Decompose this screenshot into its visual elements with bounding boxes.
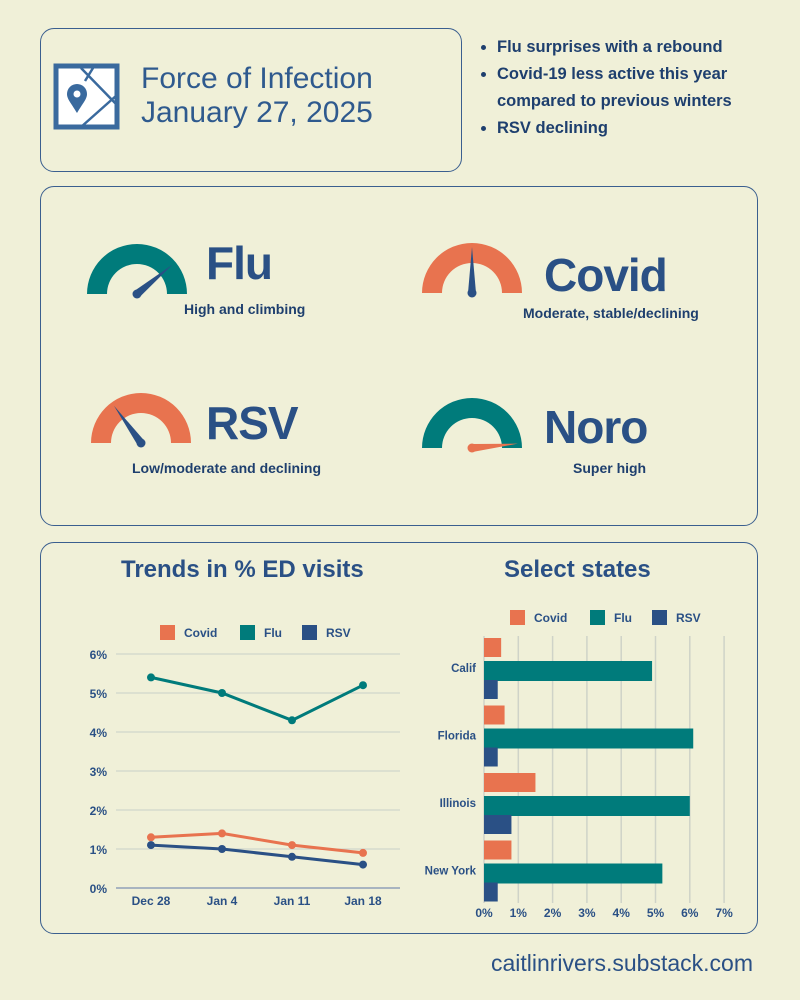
x-tick-label: Jan 11 bbox=[274, 894, 311, 908]
legend-swatch-covid bbox=[510, 610, 525, 625]
bar-flu bbox=[484, 796, 690, 816]
y-tick-label: 4% bbox=[90, 726, 108, 740]
category-label: Calif bbox=[451, 663, 476, 675]
legend-swatch-rsv bbox=[302, 625, 317, 640]
x-tick-label: Jan 4 bbox=[207, 894, 238, 908]
line-covid bbox=[150, 831, 364, 855]
x-tick-label: 3% bbox=[578, 906, 596, 920]
bar-rsv bbox=[484, 815, 512, 834]
bar-rsv bbox=[484, 747, 498, 767]
header-card bbox=[40, 28, 462, 172]
bar-flu bbox=[484, 661, 653, 681]
category-label: Illinois bbox=[440, 798, 476, 810]
legend-label-rsv: RSV bbox=[326, 626, 351, 640]
gauge-arc-rsv bbox=[91, 393, 191, 443]
line-rsv bbox=[150, 843, 364, 867]
point-rsv bbox=[288, 852, 296, 861]
line-chart-title: Trends in % ED visits bbox=[121, 556, 364, 583]
y-tick-label: 0% bbox=[90, 882, 108, 896]
bar-rsv bbox=[484, 680, 498, 699]
gauge-name-noro: Noro bbox=[544, 401, 648, 453]
y-tick-label: 2% bbox=[90, 804, 108, 818]
category-label: Florida bbox=[438, 731, 477, 743]
highlight-item: Flu surprises with a rebound bbox=[497, 34, 797, 61]
x-tick-label: 6% bbox=[681, 906, 699, 920]
x-tick-label: 0% bbox=[475, 906, 493, 920]
legend-label-rsv: RSV bbox=[676, 611, 701, 625]
x-tick-label: Dec 28 bbox=[132, 894, 171, 908]
point-covid bbox=[288, 841, 296, 850]
bar-rsv bbox=[484, 882, 498, 902]
x-tick-label: Jan 18 bbox=[344, 894, 382, 908]
highlight-item: RSV declining bbox=[497, 115, 797, 142]
x-tick-label: 7% bbox=[715, 906, 733, 920]
gauge-needle-covid bbox=[468, 247, 476, 293]
gauge-desc-flu: High and climbing bbox=[184, 301, 306, 317]
map-pin-icon bbox=[53, 63, 120, 130]
gauge-desc-noro: Super high bbox=[573, 460, 647, 476]
legend-label-flu: Flu bbox=[264, 626, 282, 640]
gauge-desc-covid: Moderate, stable/declining bbox=[523, 305, 699, 321]
gauges-svg bbox=[87, 243, 522, 453]
legend-swatch-flu bbox=[590, 610, 605, 625]
gauge-hub bbox=[467, 443, 477, 453]
gauge-name-flu: Flu bbox=[206, 237, 273, 289]
bar-flu bbox=[484, 863, 663, 884]
legend-swatch-covid bbox=[160, 625, 175, 640]
gauge-hub bbox=[467, 288, 477, 298]
y-tick-label: 3% bbox=[90, 765, 108, 779]
gauge-desc-rsv: Low/moderate and declining bbox=[132, 460, 322, 476]
gauge-needle-noro bbox=[471, 443, 518, 452]
y-tick-label: 5% bbox=[90, 687, 108, 701]
line-flu bbox=[150, 675, 364, 722]
legend-swatch-flu bbox=[240, 625, 255, 640]
x-tick-label: 2% bbox=[544, 906, 562, 920]
gauge-hub bbox=[132, 289, 142, 299]
gauge-name-rsv: RSV bbox=[206, 397, 299, 449]
legend-label-covid: Covid bbox=[184, 626, 217, 640]
gauge-arc-flu bbox=[87, 244, 187, 294]
legend-swatch-rsv bbox=[652, 610, 667, 625]
legend-label-flu: Flu bbox=[614, 611, 632, 625]
page-date: January 27, 2025 bbox=[141, 96, 373, 129]
category-label: New York bbox=[425, 866, 477, 878]
charts-card bbox=[40, 542, 758, 934]
point-covid bbox=[147, 833, 155, 842]
gauge-arc-noro bbox=[422, 398, 522, 448]
legend-label-covid: Covid bbox=[534, 611, 567, 625]
y-tick-label: 1% bbox=[90, 843, 108, 857]
gauge-arc-covid bbox=[422, 243, 522, 293]
footer-link[interactable]: caitlinrivers.substack.com bbox=[490, 950, 753, 976]
x-tick-label: 4% bbox=[613, 906, 631, 920]
point-flu bbox=[359, 681, 367, 690]
point-covid bbox=[359, 848, 367, 857]
page-title: Force of Infection bbox=[141, 62, 373, 95]
highlights-list: Flu surprises with a rebound Covid-19 le… bbox=[475, 34, 797, 142]
bar-covid bbox=[484, 638, 502, 657]
bar-flu bbox=[484, 728, 694, 749]
bar-covid bbox=[484, 840, 512, 860]
point-rsv bbox=[218, 845, 226, 853]
gauge-hub bbox=[136, 438, 146, 448]
bar-chart-title: Select states bbox=[504, 556, 651, 583]
point-flu bbox=[218, 689, 226, 697]
highlight-item: Covid-19 less active this year compared … bbox=[497, 61, 797, 115]
gauge-needle-flu bbox=[134, 264, 173, 298]
point-rsv bbox=[147, 841, 155, 850]
charts-svg: Covid Flu RSV 0% 1% 2% 3% 4% 5% 6% Dec 28 Jan 4 Jan … bbox=[90, 610, 733, 920]
gauges-card bbox=[40, 186, 758, 526]
point-covid bbox=[218, 829, 226, 838]
point-rsv bbox=[359, 860, 367, 869]
gauge-name-covid: Covid bbox=[544, 249, 668, 301]
point-flu bbox=[288, 716, 296, 725]
point-flu bbox=[147, 673, 155, 682]
y-tick-label: 6% bbox=[90, 648, 108, 662]
gauge-needle-rsv bbox=[113, 405, 145, 446]
bar-covid bbox=[484, 773, 536, 792]
x-tick-label: 5% bbox=[647, 906, 665, 920]
bar-covid bbox=[484, 705, 505, 725]
x-tick-label: 1% bbox=[510, 906, 528, 920]
